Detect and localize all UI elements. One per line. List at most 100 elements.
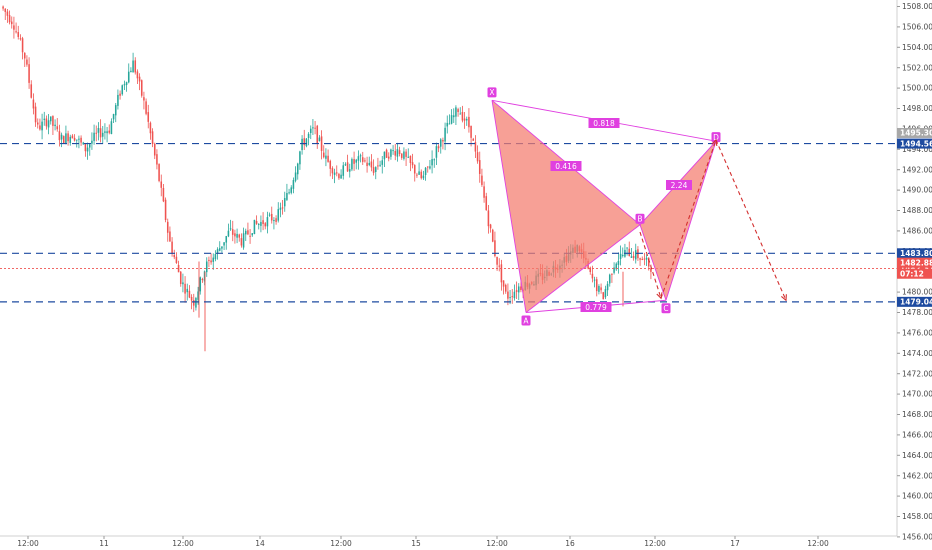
candle-body: [238, 234, 241, 238]
candle-body: [361, 157, 364, 162]
candle-body: [383, 151, 386, 160]
candle-body: [348, 169, 351, 172]
candle-body: [45, 118, 48, 127]
candle-body: [500, 264, 503, 283]
candle-body: [520, 286, 522, 291]
candle-body: [487, 210, 490, 227]
candle-body: [305, 138, 308, 147]
price-label-box: [897, 296, 932, 307]
candle-body: [411, 162, 414, 166]
candle-body: [643, 258, 646, 260]
candle-body: [279, 207, 282, 210]
y-tick-label: 1502.000: [902, 63, 932, 72]
candle-body: [459, 113, 462, 115]
point-label-box: [635, 213, 645, 224]
candle-body: [420, 171, 423, 179]
candle-body: [195, 298, 197, 308]
candle-body: [218, 248, 221, 251]
y-tick-label: 1460.000: [902, 492, 932, 501]
candle-body: [598, 286, 600, 292]
ratio-label-text: 0.779: [585, 303, 607, 312]
candle-body: [43, 118, 46, 120]
pattern-leg-ab: [525, 224, 641, 313]
candle-body: [104, 131, 106, 133]
candle-body: [91, 140, 93, 144]
candle-body: [229, 228, 232, 230]
candle-body: [413, 165, 416, 174]
candle-body: [36, 122, 39, 125]
candle-body: [374, 167, 377, 173]
candle-body: [19, 38, 22, 40]
ratio-label-text: 0.416: [555, 162, 577, 171]
pattern-leg-cd: [665, 141, 717, 301]
x-tick-label: 12:00: [644, 539, 666, 548]
candle-body: [184, 283, 186, 294]
candle-body: [164, 199, 167, 220]
candle-body: [212, 257, 215, 262]
candle-body: [476, 152, 479, 162]
candle-body: [634, 250, 637, 260]
candle-body: [481, 175, 483, 185]
x-tick-label: 15: [411, 539, 421, 548]
y-tick-label: 1462.000: [902, 471, 932, 480]
candle-body: [357, 156, 360, 161]
candle-body: [149, 122, 152, 134]
candle-body: [429, 166, 431, 169]
candle-body: [8, 15, 11, 23]
candle-body: [231, 229, 234, 235]
harmonic-pattern[interactable]: 0.416 0.818 0.779 2.24 X A B C D: [487, 87, 721, 326]
candle-body: [190, 296, 193, 301]
point-label-box: [487, 87, 497, 98]
candle-body: [156, 154, 158, 165]
point-label-box: [521, 315, 531, 326]
point-label-text: D: [713, 133, 719, 142]
candle-body: [110, 121, 113, 135]
time-axis[interactable]: 12:00 11 12:00 14 12:00 15 12:00 16 12:00 17 12:00: [0, 535, 897, 548]
price-label-text: 1482.883: [900, 258, 932, 267]
candle-body: [498, 265, 501, 267]
pattern-leg-bc: [639, 224, 667, 301]
candle-body: [71, 135, 74, 139]
candle-body: [160, 181, 163, 188]
y-tick-label: 1492.000: [902, 165, 932, 174]
point-label-text: A: [523, 316, 529, 325]
candle-body: [604, 289, 607, 298]
candle-body: [511, 296, 514, 298]
candle-body: [108, 130, 111, 133]
candle-body: [93, 132, 95, 141]
candle-body: [359, 155, 362, 157]
candle-body: [236, 233, 238, 238]
candle-body: [364, 160, 366, 162]
horizontal-levels[interactable]: [0, 142, 897, 303]
x-tick-label: 12:00: [330, 539, 352, 548]
candle-body: [186, 288, 189, 293]
candle-body: [117, 94, 119, 106]
y-tick-label: 1476.000: [902, 329, 932, 338]
candle-body: [478, 160, 481, 174]
candle-body: [288, 192, 290, 194]
candle-body: [465, 118, 468, 121]
candle-body: [162, 188, 165, 202]
candle-body: [422, 175, 425, 179]
candle-body: [368, 162, 371, 165]
candle-body: [600, 287, 602, 291]
candle-body: [270, 213, 273, 221]
ratio-label-text: 0.818: [593, 119, 615, 128]
candle-body: [199, 277, 202, 292]
candle-body: [394, 151, 397, 156]
candle-body: [177, 264, 180, 273]
price-axis[interactable]: 1456.000 1458.000 1460.000 1462.000 1464.000…: [896, 0, 932, 542]
candle-body: [647, 258, 650, 267]
candle-body: [491, 229, 494, 242]
candle-body: [112, 114, 115, 120]
x-tick-label: 17: [730, 539, 740, 548]
candle-body: [28, 64, 30, 83]
candle-body: [340, 174, 342, 179]
candle-body: [292, 180, 295, 189]
candle-body: [379, 164, 381, 166]
candle-body: [147, 112, 150, 122]
candle-body: [179, 271, 182, 284]
candle-body: [80, 137, 82, 143]
price-axis-label: 1483.805: [897, 248, 932, 259]
